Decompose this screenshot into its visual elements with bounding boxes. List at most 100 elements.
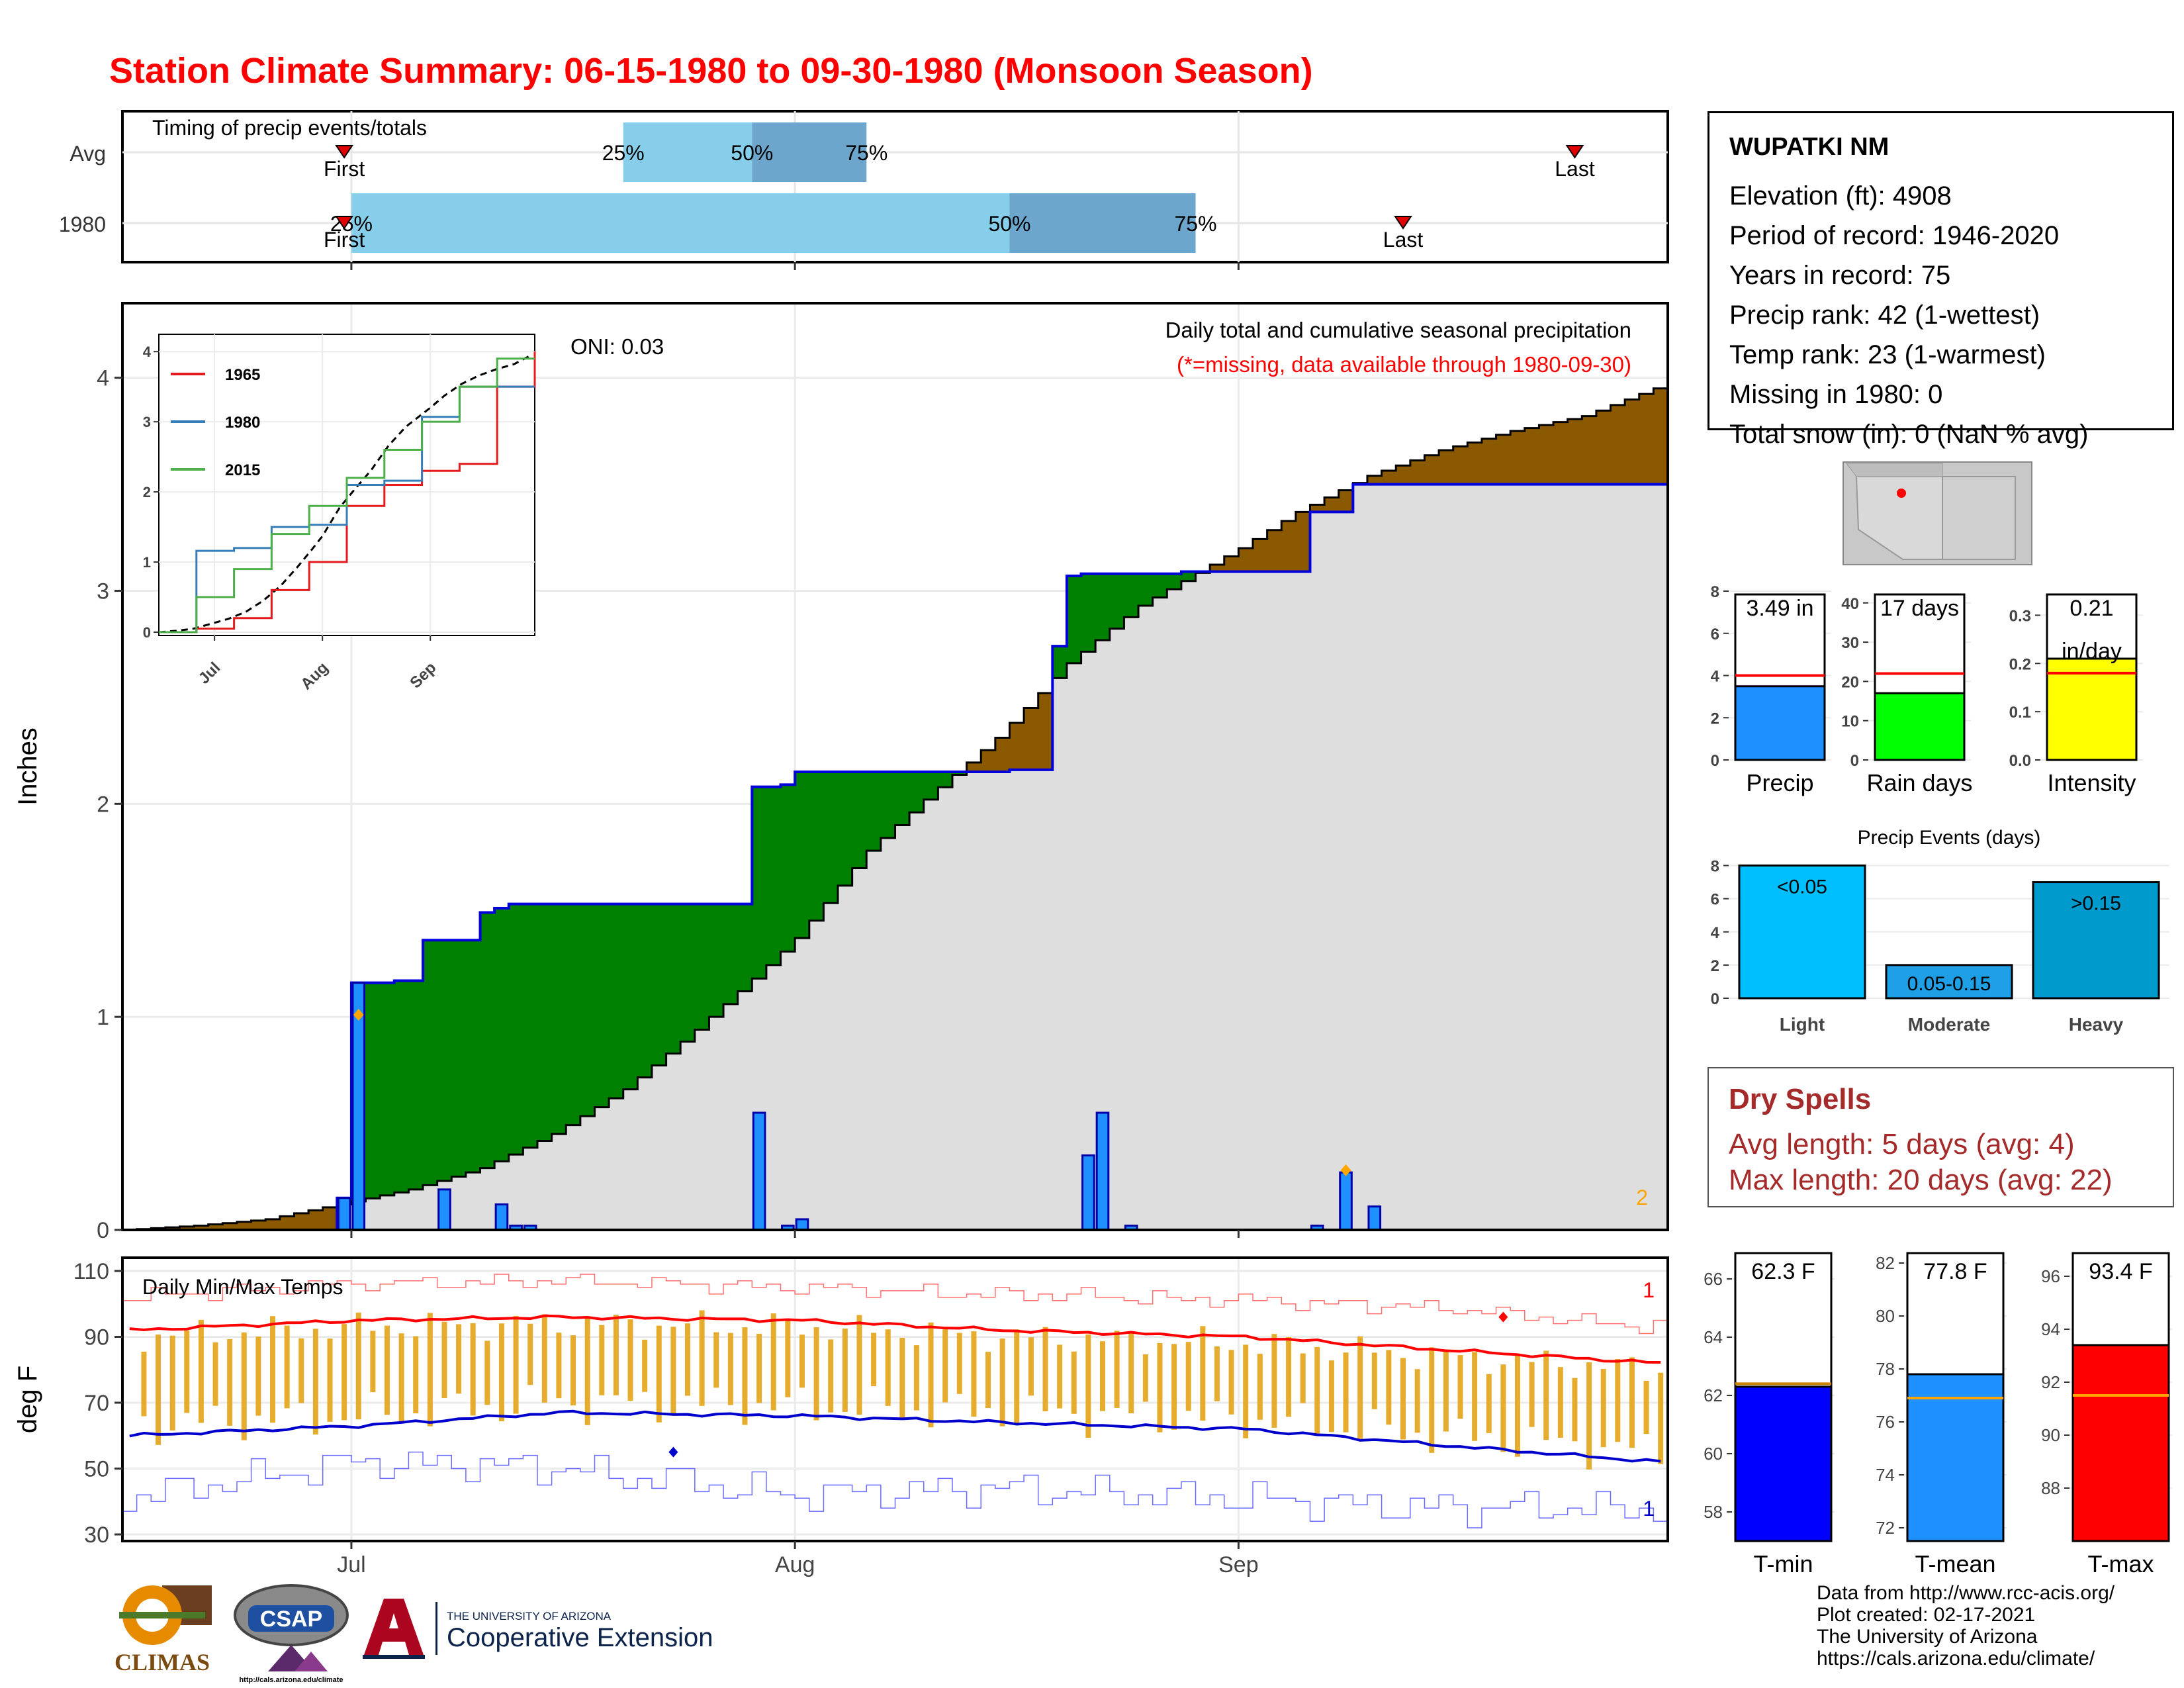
- first-event-label: First: [324, 228, 365, 252]
- x-axis-month-label: Sep: [1218, 1552, 1259, 1577]
- last-event-marker: [1565, 145, 1584, 159]
- temp-summary-ytick-label: 96: [2041, 1266, 2060, 1286]
- daily-temp-bar: [212, 1342, 218, 1406]
- missing-note: (*=missing, data available through 1980-…: [1177, 352, 1631, 377]
- inset-legend-label: 1965: [225, 366, 260, 384]
- events-bar-label: 0.05-0.15: [1907, 973, 1991, 995]
- station-name: WUPATKI NM: [1729, 133, 1889, 161]
- ua-extension-logo: THE UNIVERSITY OF ARIZONA Cooperative Ex…: [363, 1599, 713, 1659]
- inset-series-line: [159, 357, 535, 633]
- daily-temp-bar: [885, 1329, 891, 1406]
- precip-ytick-label: 1: [97, 1005, 109, 1030]
- below-average-area: [1253, 539, 1268, 572]
- above-average-area: [494, 908, 510, 1162]
- above-average-area: [752, 786, 767, 979]
- daily-temp-bar: [1085, 1334, 1091, 1438]
- missing-count: 2: [1636, 1186, 1648, 1209]
- inset-legend-label: 2015: [225, 461, 260, 479]
- daily-temp-bar: [370, 1331, 376, 1393]
- mini-ytick-label: 0.2: [2009, 655, 2031, 673]
- quartile-bar-50-75: [752, 122, 867, 182]
- daily-temp-bar: [727, 1333, 733, 1405]
- daily-temp-bar: [770, 1313, 776, 1411]
- mini-chart-precip: 0 2 4 6 8 3.49 in Precip: [1711, 583, 1831, 796]
- first-event-marker: [335, 216, 353, 230]
- events-title: Precip Events (days): [1858, 827, 2041, 849]
- daily-temp-bar: [1572, 1378, 1578, 1442]
- below-average-area: [194, 1225, 209, 1230]
- events-ytick-label: 8: [1711, 858, 1719, 876]
- events-category-label: Light: [1780, 1014, 1825, 1035]
- daily-temp-bar: [1600, 1369, 1606, 1448]
- below-average-area: [1267, 530, 1282, 572]
- events-ytick-label: 2: [1711, 957, 1719, 975]
- below-average-area: [1553, 422, 1569, 485]
- daily-temp-bar: [498, 1323, 504, 1422]
- daily-temp-bar: [1157, 1342, 1163, 1432]
- temp-summary-bar: [1734, 1385, 1833, 1542]
- events-bar: [2032, 881, 2160, 1000]
- below-average-area: [236, 1221, 252, 1230]
- events-ytick-label: 6: [1711, 891, 1719, 909]
- daily-precip-bar: [1339, 1171, 1353, 1231]
- above-average-area: [880, 772, 896, 838]
- average-min-line: [129, 1409, 1661, 1463]
- daily-temp-bar: [584, 1317, 590, 1425]
- daily-temp-bar: [284, 1325, 290, 1409]
- daily-temp-bar: [928, 1322, 934, 1428]
- below-average-area: [1653, 388, 1668, 485]
- above-average-area: [1066, 575, 1082, 663]
- daily-temp-bar: [298, 1338, 304, 1403]
- daily-temp-bar: [656, 1325, 662, 1423]
- daily-precip-bar: [1367, 1205, 1382, 1231]
- above-average-area: [480, 912, 495, 1168]
- temp-summary-value: 77.8 F: [1923, 1259, 1987, 1284]
- temp-summary-ytick-label: 74: [1876, 1465, 1895, 1485]
- below-average-area: [179, 1226, 195, 1230]
- above-average-area: [1124, 573, 1139, 618]
- above-average-area: [1095, 573, 1111, 641]
- quartile-label: 50%: [988, 212, 1030, 236]
- below-average-area: [981, 750, 996, 773]
- csap-logo-text: CSAP: [260, 1607, 322, 1632]
- mini-chart-value: 3.49 in: [1746, 596, 1813, 621]
- daily-precip-bar: [752, 1111, 766, 1231]
- daily-temp-bar: [1371, 1352, 1377, 1409]
- mini-chart-bar: [2046, 657, 2138, 761]
- daily-temp-bar: [1529, 1362, 1535, 1427]
- x-axis-month-label: Jul: [337, 1552, 365, 1577]
- daily-temp-bar: [513, 1315, 519, 1414]
- above-average-area: [508, 904, 523, 1155]
- inset-ytick-label: 1: [143, 554, 151, 571]
- inset-ytick-label: 4: [143, 344, 152, 360]
- below-average-area: [1524, 428, 1540, 485]
- below-average-area: [251, 1220, 266, 1230]
- daily-temp-bar: [1128, 1332, 1134, 1414]
- record-low-marker: [668, 1446, 678, 1458]
- daily-temp-bar: [1543, 1350, 1549, 1440]
- record-precip-marker: [1340, 1164, 1351, 1176]
- daily-temp-bar: [913, 1345, 919, 1411]
- temp-summary-ytick-label: 88: [2041, 1478, 2060, 1498]
- daily-temp-bar: [756, 1333, 762, 1403]
- temp-summary-ytick-label: 72: [1876, 1518, 1895, 1538]
- credits: Data from http://www.rcc-acis.org/ Plot …: [1817, 1582, 2115, 1669]
- station-missing: Missing in 1980: 0: [1729, 380, 1943, 409]
- dry-spells-avg: Avg length: 5 days (avg: 4): [1729, 1128, 2075, 1160]
- daily-temp-bar: [1343, 1352, 1349, 1432]
- last-event-marker: [1394, 216, 1412, 230]
- daily-temp-bar: [971, 1331, 977, 1417]
- daily-temp-bar: [355, 1312, 361, 1420]
- daily-temp-bar: [1142, 1354, 1148, 1402]
- station-temp-rank: Temp rank: 23 (1-warmest): [1729, 340, 2046, 369]
- temp-summary-ytick-label: 58: [1704, 1502, 1723, 1522]
- daily-temp-bar: [985, 1352, 991, 1409]
- daily-temp-bar: [341, 1324, 347, 1421]
- temp-summary-tmin: 58 60 62 64 66 62.3 F T-min: [1704, 1250, 1835, 1577]
- precip-ytick-label: 4: [97, 366, 109, 391]
- temp-summary-ytick-label: 76: [1876, 1412, 1895, 1432]
- mini-ytick-label: 40: [1841, 595, 1859, 613]
- mini-ytick-label: 10: [1841, 713, 1859, 731]
- daily-temp-bar: [384, 1325, 390, 1415]
